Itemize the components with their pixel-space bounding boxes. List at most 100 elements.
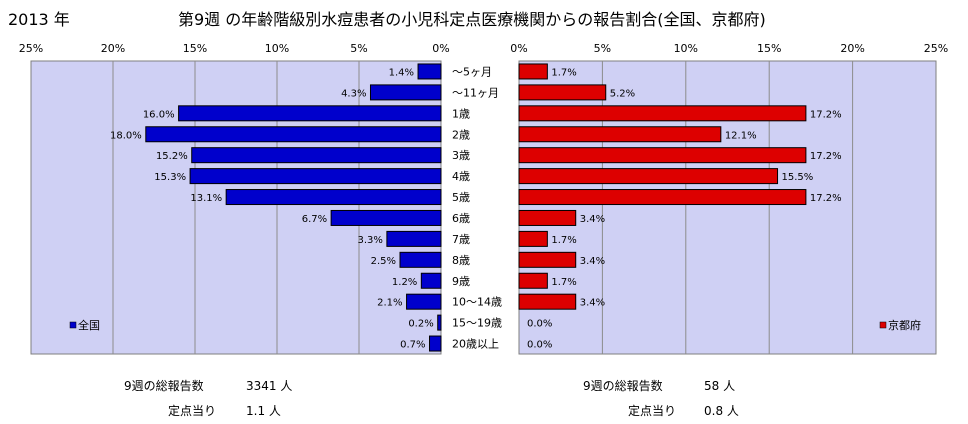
bar-all	[145, 126, 442, 143]
data-label-all: 1.2%	[392, 277, 417, 288]
left-tick-label: 15%	[183, 42, 207, 55]
bars	[145, 63, 807, 352]
data-label-all: 16.0%	[143, 109, 175, 120]
category-label: 20歳以上	[452, 338, 499, 351]
category-label: 6歳	[452, 212, 470, 225]
category-label: 8歳	[452, 254, 470, 267]
data-label-all: 0.2%	[408, 319, 433, 330]
data-label-all: 15.2%	[156, 151, 188, 162]
category-labels: ～5ヶ月 ～11ヶ月 1歳 2歳 3歳 4歳 5歳 6歳 7歳 8歳 9歳 10～14歳 15～19歳 2…	[452, 65, 502, 350]
data-label-kyoto: 1.7%	[551, 67, 576, 78]
right-tick-label: 5%	[594, 42, 611, 55]
right-tick-label: 25%	[924, 42, 948, 55]
right-tick-label: 0%	[510, 42, 527, 55]
data-label-kyoto: 15.5%	[782, 172, 814, 183]
bar-kyoto	[518, 209, 577, 226]
year-label: 2013 年	[8, 10, 70, 29]
legend-all-swatch	[69, 321, 77, 329]
category-label: ～5ヶ月	[452, 65, 492, 78]
data-label-all: 3.3%	[357, 235, 382, 246]
right-tick-label: 10%	[674, 42, 698, 55]
data-label-kyoto: 3.4%	[580, 214, 605, 225]
category-label: 2歳	[452, 128, 470, 141]
bar-kyoto	[518, 126, 722, 143]
summary-all-per-label: 定点当り	[168, 404, 217, 418]
bar-all	[420, 272, 442, 289]
bar-kyoto	[518, 230, 548, 247]
data-label-kyoto: 1.7%	[551, 277, 576, 288]
data-label-kyoto: 3.4%	[580, 298, 605, 309]
bar-kyoto	[518, 272, 548, 289]
category-label: 15～19歳	[452, 317, 502, 330]
category-label: 1歳	[452, 107, 470, 120]
data-label-kyoto: 17.2%	[810, 193, 842, 204]
bar-all	[417, 63, 442, 80]
left-tick-label: 0%	[432, 42, 449, 55]
bar-kyoto	[518, 189, 807, 206]
summary-kyoto-total-label: 9週の総報告数	[583, 379, 663, 393]
bar-all	[406, 293, 442, 310]
data-label-all: 1.4%	[389, 67, 414, 78]
data-label-kyoto: 5.2%	[610, 88, 635, 99]
bar-all	[386, 230, 442, 247]
category-label: ～11ヶ月	[452, 86, 499, 99]
bar-all	[399, 251, 442, 268]
bar-kyoto	[518, 293, 577, 310]
legend-all-label: 全国	[78, 318, 100, 332]
summary-kyoto-per-value: 0.8 人	[704, 404, 739, 418]
data-label-all: 15.3%	[154, 172, 186, 183]
bar-all	[429, 335, 442, 352]
data-label-kyoto: 12.1%	[725, 130, 757, 141]
left-tick-label: 20%	[101, 42, 125, 55]
data-label-kyoto: 17.2%	[810, 151, 842, 162]
bar-kyoto	[518, 168, 779, 185]
right-tick-label: 20%	[840, 42, 864, 55]
bar-all	[191, 147, 442, 164]
data-label-kyoto: 17.2%	[810, 109, 842, 120]
bar-all	[369, 84, 442, 101]
data-label-all: 18.0%	[110, 130, 142, 141]
data-label-kyoto: 3.4%	[580, 256, 605, 267]
data-label-kyoto: 0.0%	[527, 319, 552, 330]
left-tick-label: 25%	[19, 42, 43, 55]
legend-kyoto: 京都府	[879, 318, 921, 332]
data-label-all: 2.5%	[371, 256, 396, 267]
axis-ticks: 0% 0% 5% 5% 10% 10% 15% 15% 20% 20% 25% 25%	[19, 42, 948, 55]
right-plot-area	[518, 60, 937, 355]
category-label: 10～14歳	[452, 296, 502, 309]
category-label: 4歳	[452, 170, 470, 183]
legend-kyoto-label: 京都府	[888, 318, 921, 332]
data-label-all: 13.1%	[190, 193, 222, 204]
left-plot-area	[30, 60, 442, 355]
bar-kyoto	[518, 147, 807, 164]
data-labels: 1.4% 1.7% 4.3% 5.2% 16.0% 17.2% 18.0% 12.1% 15.2…	[110, 67, 842, 350]
summary-all-per-value: 1.1 人	[246, 404, 281, 418]
bar-all	[178, 105, 442, 122]
category-label: 5歳	[452, 191, 470, 204]
summary-all-total-value: 3341 人	[246, 379, 293, 393]
bar-all	[189, 168, 442, 185]
bar-kyoto	[518, 84, 607, 101]
category-label: 9歳	[452, 275, 470, 288]
legend-kyoto-swatch	[879, 321, 887, 329]
chart-title: 第9週 の年齢階級別水痘患者の小児科定点医療機関からの報告割合(全国、京都府)	[178, 10, 766, 29]
data-label-all: 4.3%	[341, 88, 366, 99]
bar-kyoto	[518, 105, 807, 122]
data-label-kyoto: 0.0%	[527, 340, 552, 351]
data-label-kyoto: 1.7%	[551, 235, 576, 246]
right-tick-label: 15%	[757, 42, 781, 55]
bar-all	[330, 209, 442, 226]
summary-kyoto-per-label: 定点当り	[628, 404, 677, 418]
bar-kyoto	[518, 63, 548, 80]
data-label-all: 6.7%	[302, 214, 327, 225]
legend-all: 全国	[69, 318, 100, 332]
category-label: 7歳	[452, 233, 470, 246]
left-tick-label: 5%	[350, 42, 367, 55]
category-label: 3歳	[452, 149, 470, 162]
summary-kyoto-total-value: 58 人	[704, 379, 736, 393]
left-tick-label: 10%	[265, 42, 289, 55]
bar-all	[225, 189, 442, 206]
data-label-all: 0.7%	[400, 340, 425, 351]
bar-kyoto	[518, 251, 577, 268]
